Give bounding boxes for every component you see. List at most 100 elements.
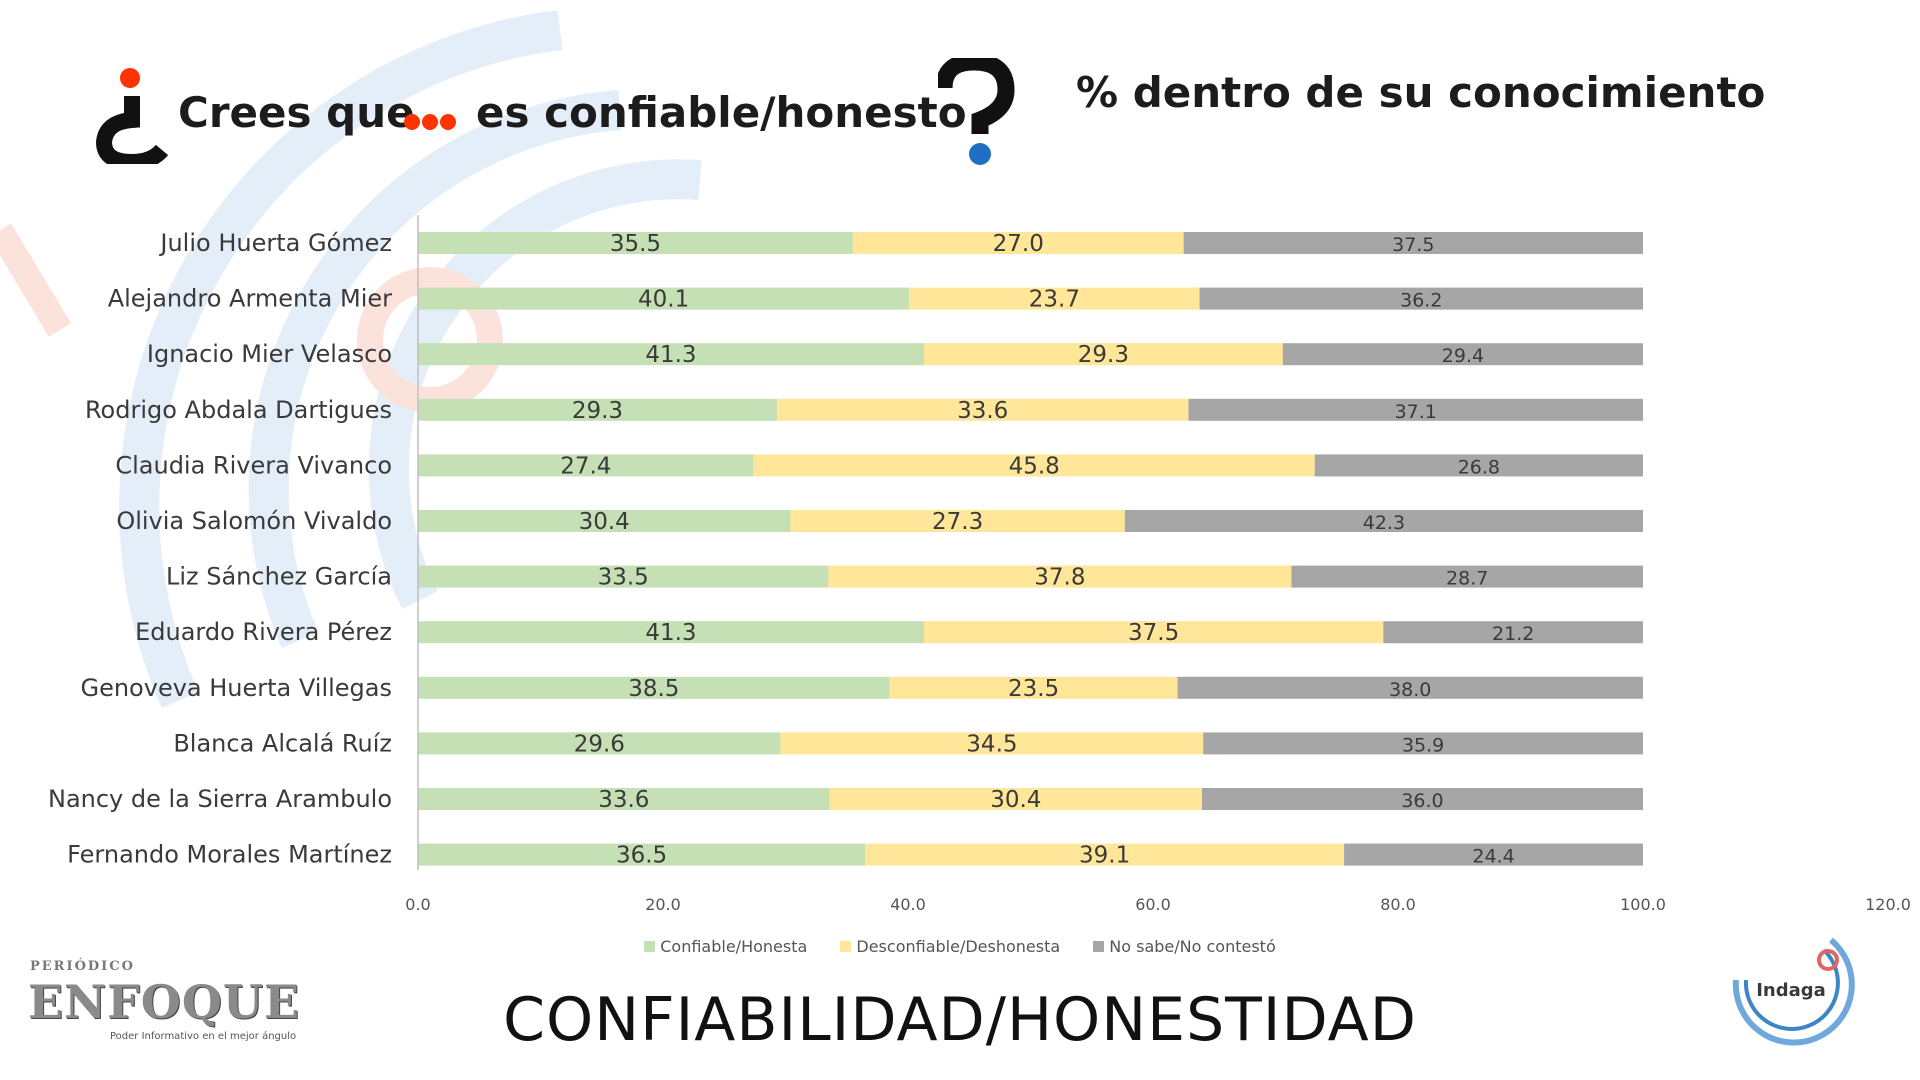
data-label: 35.5 — [610, 231, 661, 257]
chart-subtitle: % dentro de su conocimiento — [1076, 68, 1766, 117]
bar-segment-desconfiable — [889, 676, 1178, 699]
data-label: 33.5 — [598, 565, 649, 591]
data-label: 26.8 — [1458, 456, 1500, 478]
legend-item-confiable: Confiable/Honesta — [644, 937, 807, 956]
data-label: 27.0 — [993, 231, 1044, 257]
indaga-logo: Indaga — [1716, 910, 1866, 1060]
x-tick-label: 80.0 — [1380, 895, 1416, 914]
indaga-ring-icon — [1732, 937, 1855, 1046]
bar-segment-nosabe — [1199, 287, 1643, 310]
category-label: Eduardo Rivera Pérez — [135, 618, 392, 646]
bar-segment-confiable — [418, 788, 830, 810]
bar-segment-confiable — [418, 287, 910, 310]
data-label: 30.4 — [990, 787, 1041, 813]
category-label: Julio Huerta Gómez — [158, 229, 392, 257]
data-label: 36.5 — [616, 843, 667, 869]
bar-segment-desconfiable — [828, 565, 1292, 588]
data-label: 27.3 — [932, 509, 983, 535]
enfoque-logo-tagline: Poder Informativo en el mejor ángulo — [110, 1031, 297, 1042]
bar-segment-confiable — [418, 621, 924, 644]
data-label: 23.7 — [1029, 287, 1080, 313]
bar-segment-confiable — [418, 732, 781, 755]
data-label: 33.6 — [598, 787, 649, 813]
bar-segment-confiable — [418, 343, 924, 366]
bar-segment-nosabe — [1188, 398, 1643, 421]
bar-segment-confiable — [418, 510, 791, 532]
data-label: 37.1 — [1395, 401, 1437, 423]
data-label: 29.4 — [1442, 345, 1484, 367]
category-label: Nancy de la Sierra Arambulo — [48, 785, 392, 813]
x-tick-label: 40.0 — [890, 895, 926, 914]
legend-swatch-desconfiable — [840, 941, 852, 952]
legend-label-desconfiable: Desconfiable/Deshonesta — [856, 937, 1061, 956]
title-part-two: es confiable/honesto — [476, 88, 967, 137]
bar-segment-confiable — [418, 843, 866, 866]
bar-segment-nosabe — [1203, 732, 1643, 755]
category-label: Liz Sánchez García — [166, 563, 392, 591]
data-label: 30.4 — [579, 509, 630, 535]
category-label: Rodrigo Abdala Dartigues — [85, 396, 392, 424]
category-label: Ignacio Mier Velasco — [147, 340, 392, 368]
bar-segment-nosabe — [1314, 454, 1643, 477]
data-label: 23.5 — [1008, 676, 1059, 702]
data-label: 38.5 — [628, 676, 679, 702]
legend-label-nosabe: No sabe/No contestó — [1109, 937, 1276, 956]
category-label: Blanca Alcalá Ruíz — [173, 729, 392, 757]
bar-segment-confiable — [418, 565, 829, 588]
bar-segment-nosabe — [1282, 343, 1643, 366]
category-label: Alejandro Armenta Mier — [108, 285, 392, 313]
data-label: 41.3 — [645, 620, 696, 646]
category-label: Claudia Rivera Vivanco — [115, 451, 392, 479]
x-tick-label: 120.0 — [1865, 895, 1911, 914]
data-label: 36.2 — [1400, 290, 1442, 312]
data-label: 33.6 — [957, 398, 1008, 424]
x-tick-label: 20.0 — [645, 895, 681, 914]
data-label: 39.1 — [1079, 843, 1130, 869]
legend-item-desconfiable: Desconfiable/Deshonesta — [840, 937, 1060, 956]
footer-title: CONFIABILIDAD/HONESTIDAD — [503, 985, 1417, 1055]
x-tick-label: 0.0 — [405, 895, 430, 914]
data-label: 29.3 — [572, 398, 623, 424]
data-label: 35.9 — [1402, 734, 1444, 756]
data-label: 40.1 — [638, 287, 689, 313]
bar-segment-desconfiable — [776, 398, 1189, 421]
bar-segment-desconfiable — [790, 510, 1125, 532]
bar-segment-nosabe — [1124, 510, 1643, 532]
inverted-question-mark-icon — [96, 68, 169, 164]
enfoque-logo-name: ENFOQUE — [28, 975, 301, 1029]
data-label: 41.3 — [645, 342, 696, 368]
legend-swatch-nosabe — [1093, 941, 1105, 952]
data-label: 24.4 — [1472, 846, 1514, 868]
chart-legend: Confiable/Honesta Desconfiable/Deshonest… — [0, 937, 1920, 956]
bar-segment-desconfiable — [852, 232, 1184, 254]
data-label: 29.3 — [1078, 342, 1129, 368]
category-label: Olivia Salomón Vivaldo — [116, 507, 392, 535]
data-label: 37.8 — [1034, 565, 1085, 591]
bar-segment-desconfiable — [780, 732, 1204, 755]
bar-segment-nosabe — [1291, 565, 1643, 588]
x-tick-label: 60.0 — [1135, 895, 1171, 914]
data-label: 34.5 — [966, 731, 1017, 757]
data-label: 36.0 — [1401, 790, 1443, 812]
indaga-logo-name: Indaga — [1756, 980, 1826, 1001]
bar-segment-desconfiable — [753, 454, 1315, 477]
enfoque-logo-top: PERIÓDICO — [30, 959, 135, 974]
bar-segment-nosabe — [1177, 676, 1643, 699]
bar-segment-nosabe — [1344, 843, 1643, 866]
bar-segment-desconfiable — [923, 621, 1384, 644]
legend-item-nosabe: No sabe/No contestó — [1093, 937, 1276, 956]
data-label: 42.3 — [1363, 512, 1405, 534]
data-label: 38.0 — [1389, 679, 1431, 701]
title-part-one: Crees que — [178, 88, 415, 137]
category-label: Fernando Morales Martínez — [67, 841, 392, 869]
data-label: 29.6 — [574, 731, 625, 757]
bar-segment-desconfiable — [865, 843, 1345, 866]
bar-segment-confiable — [418, 676, 890, 699]
bar-segment-desconfiable — [829, 788, 1202, 810]
bar-segment-confiable — [418, 232, 853, 254]
legend-label-confiable: Confiable/Honesta — [660, 937, 808, 956]
bar-segment-confiable — [418, 454, 754, 477]
data-label: 37.5 — [1128, 620, 1179, 646]
data-label: 37.5 — [1392, 234, 1434, 256]
